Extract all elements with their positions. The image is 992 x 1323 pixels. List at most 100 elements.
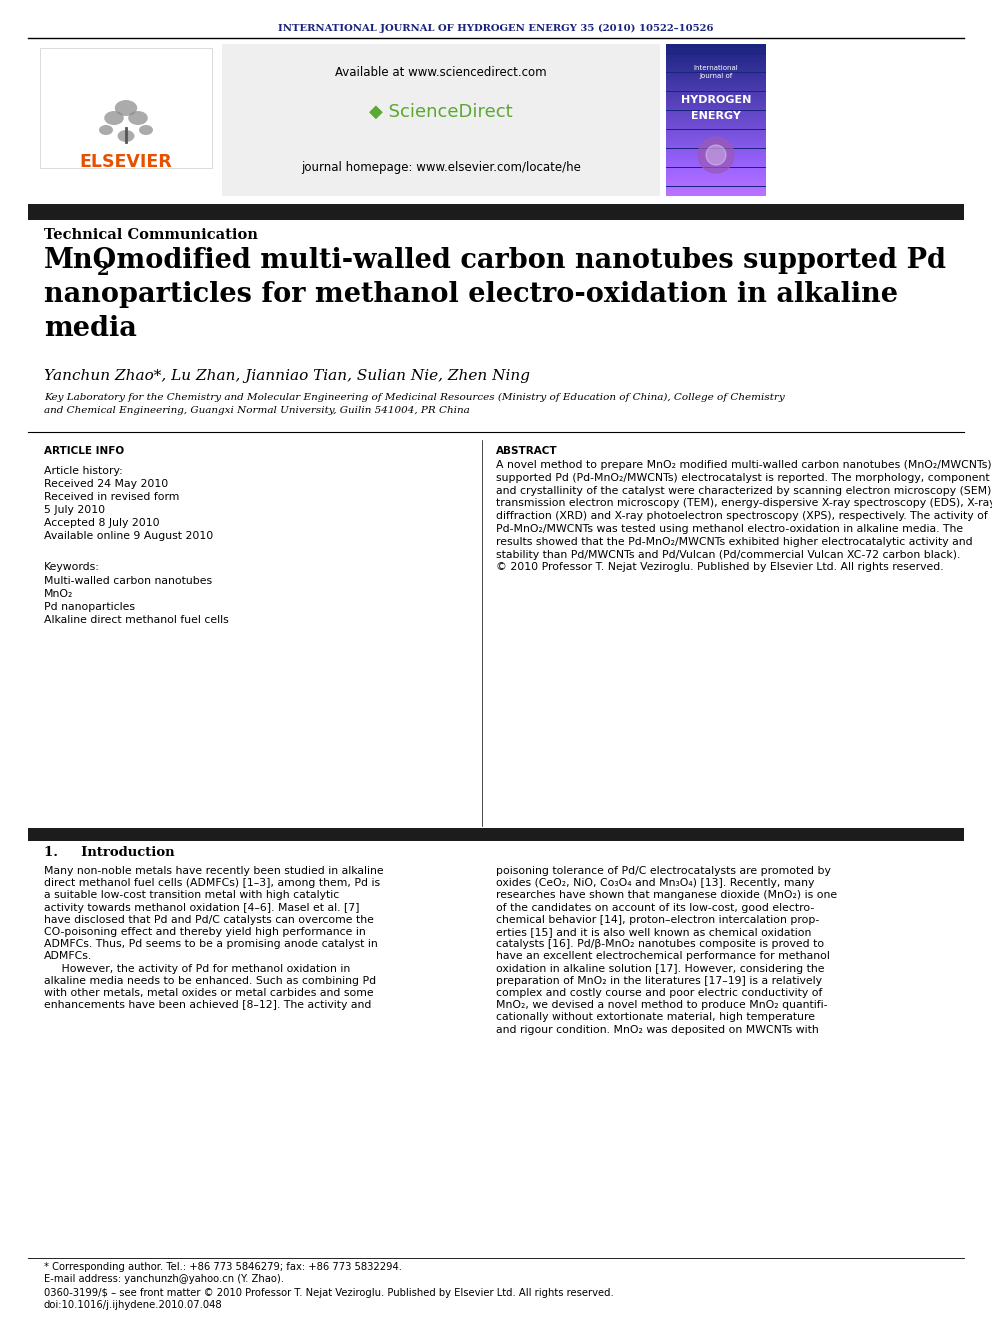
Text: enhancements have been achieved [8–12]. The activity and: enhancements have been achieved [8–12]. … xyxy=(44,1000,371,1011)
Text: MnO₂, we devised a novel method to produce MnO₂ quantifi-: MnO₂, we devised a novel method to produ… xyxy=(496,1000,827,1011)
Bar xyxy=(666,164,766,165)
Text: Pd nanoparticles: Pd nanoparticles xyxy=(44,602,135,613)
Text: chemical behavior [14], proton–electron intercalation prop-: chemical behavior [14], proton–electron … xyxy=(496,914,819,925)
Text: Alkaline direct methanol fuel cells: Alkaline direct methanol fuel cells xyxy=(44,615,229,624)
Text: 2: 2 xyxy=(97,261,109,279)
Text: Many non-noble metals have recently been studied in alkaline: Many non-noble metals have recently been… xyxy=(44,867,384,876)
Bar xyxy=(666,46,766,48)
Bar xyxy=(666,181,766,183)
Text: activity towards methanol oxidation [4–6]. Masel et al. [7]: activity towards methanol oxidation [4–6… xyxy=(44,902,359,913)
Bar xyxy=(666,147,766,148)
Text: and rigour condition. MnO₂ was deposited on MWCNTs with: and rigour condition. MnO₂ was deposited… xyxy=(496,1024,818,1035)
Text: MnO₂: MnO₂ xyxy=(44,589,73,599)
Bar xyxy=(666,191,766,192)
Text: International
Journal of: International Journal of xyxy=(693,65,738,79)
Text: with other metals, metal oxides or metal carbides and some: with other metals, metal oxides or metal… xyxy=(44,988,374,998)
Bar xyxy=(666,194,766,196)
Text: results showed that the Pd-MnO₂/MWCNTs exhibited higher electrocatalytic activit: results showed that the Pd-MnO₂/MWCNTs e… xyxy=(496,537,972,546)
Text: nanoparticles for methanol electro-oxidation in alkaline: nanoparticles for methanol electro-oxida… xyxy=(44,280,898,308)
Bar xyxy=(666,48,766,50)
Bar xyxy=(666,188,766,191)
Bar xyxy=(28,204,964,220)
Bar xyxy=(666,56,766,57)
Text: MnO: MnO xyxy=(44,247,117,274)
Bar xyxy=(666,118,766,120)
Bar xyxy=(666,74,766,77)
Text: Article history:: Article history: xyxy=(44,466,123,476)
Text: A novel method to prepare MnO₂ modified multi-walled carbon nanotubes (MnO₂/MWCN: A novel method to prepare MnO₂ modified … xyxy=(496,460,992,470)
Bar xyxy=(666,97,766,99)
Bar xyxy=(666,144,766,147)
Ellipse shape xyxy=(139,124,153,135)
Bar xyxy=(666,60,766,61)
Bar xyxy=(666,78,766,81)
Text: Pd-MnO₂/MWCNTs was tested using methanol electro-oxidation in alkaline media. Th: Pd-MnO₂/MWCNTs was tested using methanol… xyxy=(496,524,963,534)
Bar xyxy=(666,171,766,173)
Ellipse shape xyxy=(104,111,124,124)
Bar xyxy=(666,82,766,83)
Text: have disclosed that Pd and Pd/C catalysts can overcome the: have disclosed that Pd and Pd/C catalyst… xyxy=(44,914,374,925)
Text: have an excellent electrochemical performance for methanol: have an excellent electrochemical perfor… xyxy=(496,951,830,962)
Bar xyxy=(666,143,766,144)
Text: Accepted 8 July 2010: Accepted 8 July 2010 xyxy=(44,519,160,528)
Bar xyxy=(666,120,766,122)
Bar xyxy=(666,124,766,126)
Bar xyxy=(666,127,766,130)
Bar xyxy=(666,103,766,105)
Text: oxides (CeO₂, NiO, Co₃O₄ and Mn₃O₄) [13]. Recently, many: oxides (CeO₂, NiO, Co₃O₄ and Mn₃O₄) [13]… xyxy=(496,878,814,888)
Bar xyxy=(666,83,766,86)
Bar xyxy=(666,157,766,160)
Bar xyxy=(666,64,766,65)
Text: and Chemical Engineering, Guangxi Normal University, Guilin 541004, PR China: and Chemical Engineering, Guangxi Normal… xyxy=(44,406,470,415)
Bar xyxy=(666,122,766,124)
Bar xyxy=(666,53,766,56)
Text: diffraction (XRD) and X-ray photoelectron spectroscopy (XPS), respectively. The : diffraction (XRD) and X-ray photoelectro… xyxy=(496,511,988,521)
Bar xyxy=(666,105,766,107)
Text: INTERNATIONAL JOURNAL OF HYDROGEN ENERGY 35 (2010) 10522–10526: INTERNATIONAL JOURNAL OF HYDROGEN ENERGY… xyxy=(278,24,714,33)
Bar xyxy=(666,126,766,127)
Bar xyxy=(666,169,766,171)
Bar xyxy=(666,175,766,177)
Circle shape xyxy=(706,146,726,165)
Ellipse shape xyxy=(99,124,113,135)
Bar xyxy=(666,69,766,70)
Bar xyxy=(666,183,766,185)
Bar xyxy=(666,192,766,194)
Bar xyxy=(666,148,766,151)
Text: stability than Pd/MWCNTs and Pd/Vulcan (Pd/commercial Vulcan XC-72 carbon black): stability than Pd/MWCNTs and Pd/Vulcan (… xyxy=(496,549,960,560)
Bar xyxy=(666,111,766,112)
Bar xyxy=(666,73,766,74)
Text: ADMFCs. Thus, Pd seems to be a promising anode catalyst in: ADMFCs. Thus, Pd seems to be a promising… xyxy=(44,939,378,949)
Bar xyxy=(666,135,766,138)
Bar xyxy=(666,151,766,152)
Bar xyxy=(666,50,766,52)
Bar xyxy=(666,187,766,188)
Bar xyxy=(666,108,766,111)
Bar xyxy=(222,44,660,196)
Text: cationally without extortionate material, high temperature: cationally without extortionate material… xyxy=(496,1012,815,1023)
Bar xyxy=(666,156,766,157)
Circle shape xyxy=(698,138,734,173)
Bar xyxy=(666,138,766,139)
Bar xyxy=(666,142,766,143)
Text: 1.     Introduction: 1. Introduction xyxy=(44,845,175,859)
Text: Available online 9 August 2010: Available online 9 August 2010 xyxy=(44,531,213,541)
Text: Key Laboratory for the Chemistry and Molecular Engineering of Medicinal Resource: Key Laboratory for the Chemistry and Mol… xyxy=(44,393,785,402)
Bar xyxy=(666,134,766,135)
Bar xyxy=(666,114,766,116)
Bar xyxy=(40,48,212,168)
Text: and crystallinity of the catalyst were characterized by scanning electron micros: and crystallinity of the catalyst were c… xyxy=(496,486,992,496)
Bar xyxy=(666,87,766,90)
Bar xyxy=(666,161,766,164)
Text: ◆ ScienceDirect: ◆ ScienceDirect xyxy=(369,103,513,120)
Text: ARTICLE INFO: ARTICLE INFO xyxy=(44,446,124,456)
Bar xyxy=(666,65,766,66)
Bar xyxy=(666,70,766,73)
Bar xyxy=(666,185,766,187)
Bar xyxy=(666,160,766,161)
Text: media: media xyxy=(44,315,137,343)
Text: ABSTRACT: ABSTRACT xyxy=(496,446,558,456)
Bar xyxy=(666,90,766,91)
Bar xyxy=(666,165,766,168)
Text: 5 July 2010: 5 July 2010 xyxy=(44,505,105,515)
